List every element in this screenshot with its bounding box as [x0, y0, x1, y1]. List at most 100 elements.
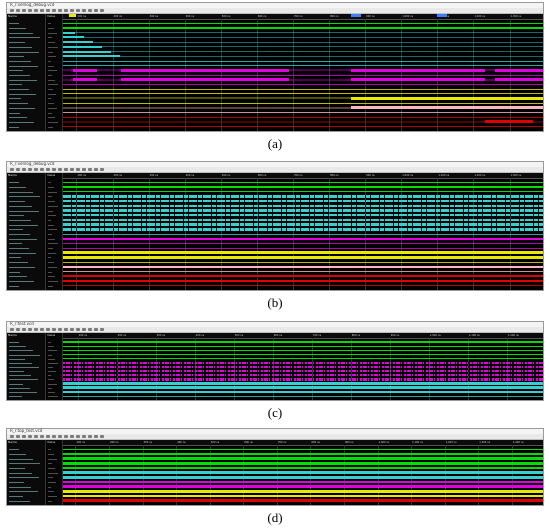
toolbar-button[interactable]: [82, 168, 86, 171]
signal-trace[interactable]: [63, 395, 543, 397]
signal-name[interactable]: [9, 449, 19, 451]
signal-trace[interactable]: [63, 60, 543, 62]
signal-trace[interactable]: [63, 93, 543, 95]
waveform-pane[interactable]: 100 ns 200 ns 300 ns 400 ns 500 ns 600 ns 700 …: [63, 173, 543, 290]
signal-trace[interactable]: [63, 218, 543, 222]
toolbar-button[interactable]: [94, 9, 98, 12]
signal-name[interactable]: [9, 354, 40, 356]
toolbar-button[interactable]: [28, 328, 32, 331]
signal-trace[interactable]: [63, 223, 543, 226]
toolbar-button[interactable]: [22, 328, 26, 331]
signal-trace[interactable]: [63, 382, 543, 385]
signal-values-pane[interactable]: Value: [46, 14, 63, 131]
toolbar-button[interactable]: [100, 435, 104, 438]
signal-trace[interactable]: [63, 243, 543, 244]
signal-trace[interactable]: [63, 237, 543, 240]
signal-name[interactable]: [9, 89, 29, 91]
signal-trace[interactable]: [63, 354, 543, 355]
signal-name[interactable]: [9, 280, 34, 282]
signal-name[interactable]: [9, 46, 32, 48]
signal-name[interactable]: [9, 215, 24, 217]
signal-trace[interactable]: [63, 452, 543, 456]
toolbar-button[interactable]: [40, 168, 44, 171]
signal-name[interactable]: [9, 262, 28, 264]
toolbar-button[interactable]: [100, 9, 104, 12]
signal-name[interactable]: [9, 37, 40, 39]
signal-name[interactable]: [9, 486, 31, 488]
signal-name[interactable]: [9, 112, 20, 114]
signal-trace[interactable]: [63, 116, 543, 118]
signal-trace[interactable]: [63, 251, 543, 255]
signal-trace[interactable]: [63, 261, 543, 263]
toolbar-button[interactable]: [52, 435, 56, 438]
signal-trace[interactable]: [63, 36, 543, 38]
signal-trace[interactable]: [63, 386, 543, 389]
signal-name[interactable]: [9, 56, 24, 58]
signal-trace[interactable]: [63, 361, 543, 365]
toolbar-button[interactable]: [76, 328, 80, 331]
toolbar-button[interactable]: [82, 328, 86, 331]
toolbar-button[interactable]: [94, 328, 98, 331]
signal-trace[interactable]: [63, 22, 543, 24]
toolbar-button[interactable]: [16, 328, 20, 331]
signal-name[interactable]: [9, 496, 23, 497]
toolbar-button[interactable]: [16, 9, 20, 12]
waveform-pane[interactable]: 100 ns 200 ns 300 ns 400 ns 500 ns 600 ns 700 …: [63, 333, 543, 400]
signal-trace[interactable]: [63, 255, 543, 259]
signal-name[interactable]: [9, 84, 22, 86]
signal-trace[interactable]: [63, 88, 543, 90]
toolbar-button[interactable]: [70, 328, 74, 331]
signal-name[interactable]: [9, 350, 33, 352]
signal-trace[interactable]: [63, 199, 543, 203]
signal-trace[interactable]: [63, 471, 543, 474]
signal-name[interactable]: [9, 187, 26, 189]
signal-name[interactable]: [9, 342, 19, 344]
toolbar-button[interactable]: [64, 168, 68, 171]
toolbar-button[interactable]: [34, 9, 38, 12]
signal-name[interactable]: [9, 346, 26, 348]
signal-name[interactable]: [9, 126, 19, 128]
signal-trace[interactable]: [63, 448, 543, 451]
signal-trace[interactable]: [63, 247, 543, 249]
toolbar-button[interactable]: [52, 168, 56, 171]
toolbar-button[interactable]: [70, 435, 74, 438]
toolbar-button[interactable]: [52, 9, 56, 12]
signal-name[interactable]: [9, 32, 33, 34]
signal-name[interactable]: [9, 117, 27, 119]
signal-name[interactable]: [9, 121, 34, 123]
signal-trace[interactable]: [63, 341, 543, 343]
toolbar-button[interactable]: [58, 168, 62, 171]
toolbar-button[interactable]: [22, 168, 26, 171]
signal-values-pane[interactable]: Value: [46, 333, 63, 400]
signal-trace[interactable]: [63, 345, 543, 347]
signal-name[interactable]: [9, 65, 38, 67]
signal-trace[interactable]: [63, 213, 543, 217]
signal-trace[interactable]: [63, 233, 543, 235]
toolbar-button[interactable]: [46, 435, 50, 438]
time-ruler[interactable]: 100 ns 200 ns 300 ns 400 ns 500 ns 600 ns 700 …: [63, 14, 543, 20]
toolbar-button[interactable]: [52, 328, 56, 331]
signal-name[interactable]: [9, 362, 32, 364]
toolbar-button[interactable]: [46, 9, 50, 12]
signal-name[interactable]: [9, 196, 40, 198]
signal-name[interactable]: [9, 42, 25, 44]
signal-name[interactable]: [9, 472, 32, 474]
signal-name[interactable]: [9, 234, 30, 235]
toolbar-button[interactable]: [28, 168, 32, 171]
signal-trace[interactable]: [63, 228, 543, 231]
signal-name[interactable]: [9, 375, 31, 377]
signal-name[interactable]: [9, 383, 23, 385]
signal-trace[interactable]: [63, 390, 543, 394]
toolbar-button[interactable]: [46, 168, 50, 171]
toolbar-button[interactable]: [88, 168, 92, 171]
signal-name[interactable]: [9, 257, 21, 259]
toolbar-button[interactable]: [70, 168, 74, 171]
signal-names-pane[interactable]: Name: [7, 14, 46, 131]
toolbar-button[interactable]: [100, 328, 104, 331]
signal-name[interactable]: [9, 93, 36, 95]
signal-name[interactable]: [9, 182, 19, 184]
signal-name[interactable]: [9, 60, 31, 62]
signal-name[interactable]: [9, 454, 26, 455]
toolbar-button[interactable]: [40, 328, 44, 331]
signal-trace[interactable]: [63, 84, 543, 85]
